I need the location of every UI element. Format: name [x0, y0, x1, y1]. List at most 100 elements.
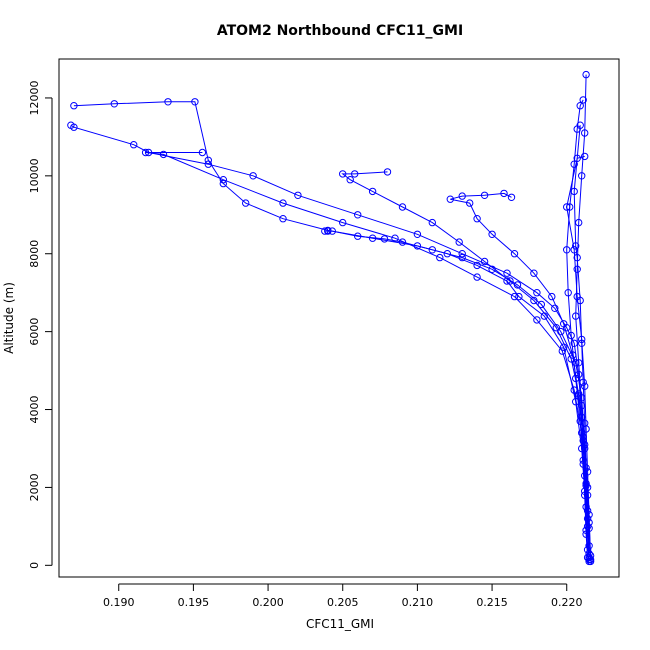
data-point: [582, 481, 590, 490]
data-point: [578, 172, 586, 180]
data-point: [570, 160, 578, 168]
data-point: [466, 199, 474, 207]
data-point: [576, 102, 584, 110]
data-point: [339, 218, 347, 227]
data-point: [294, 191, 302, 200]
data-point: [558, 347, 566, 355]
data-point: [579, 378, 587, 386]
data-point: [458, 253, 466, 262]
data-point: [368, 187, 377, 196]
data-point: [436, 253, 444, 262]
y-axis-label: Altitude (m): [2, 282, 16, 354]
data-point: [279, 199, 287, 207]
data-point: [576, 417, 584, 425]
data-point: [503, 269, 511, 277]
data-point: [581, 129, 589, 137]
series-line: [450, 192, 592, 560]
data-point: [141, 148, 150, 157]
data-point: [583, 546, 592, 554]
data-point: [488, 230, 496, 239]
plot-frame: [58, 58, 620, 578]
y-tick-label: 8000: [28, 240, 41, 268]
x-axis-label: CFC11_GMI: [306, 617, 374, 631]
data-point: [570, 246, 578, 254]
data-point: [354, 211, 362, 219]
data-point: [507, 193, 516, 202]
data-point: [581, 152, 589, 161]
series-line: [324, 230, 592, 556]
data-point: [380, 235, 389, 243]
data-point: [346, 176, 354, 184]
data-point: [581, 382, 589, 390]
data-point: [575, 392, 583, 400]
data-point: [159, 150, 168, 159]
data-point: [488, 265, 496, 273]
data-point: [428, 246, 436, 254]
data-point: [110, 100, 119, 108]
data-point: [515, 292, 523, 301]
data-point: [585, 511, 593, 519]
x-axis: 0.190 0.195 0.200 0.205 0.210 0.215 0.220: [103, 583, 582, 609]
data-point: [510, 292, 519, 301]
data-point: [551, 304, 559, 312]
data-point: [557, 327, 565, 336]
data-point: [191, 98, 199, 106]
data-point: [500, 189, 508, 198]
data-point: [537, 300, 545, 309]
series-line: [566, 99, 589, 550]
data-point: [67, 121, 75, 129]
series-profile: [570, 121, 593, 562]
data-point: [513, 281, 522, 289]
data-point: [480, 257, 489, 266]
data-point: [70, 102, 78, 110]
series-profile: [339, 168, 593, 566]
data-point: [567, 355, 575, 363]
data-point: [458, 250, 466, 258]
series-profile: [70, 98, 593, 564]
data-point: [328, 227, 336, 235]
data-point: [585, 553, 593, 562]
series-line: [70, 124, 589, 558]
data-point: [548, 292, 556, 301]
x-tick-label: 0.210: [402, 596, 434, 609]
data-point: [583, 507, 592, 515]
data-point: [198, 148, 207, 157]
data-point: [249, 172, 257, 180]
data-point: [582, 70, 590, 79]
data-point: [583, 468, 592, 476]
x-tick-label: 0.200: [252, 596, 284, 609]
data-point: [572, 242, 580, 250]
data-point: [398, 203, 407, 211]
data-point: [473, 273, 481, 281]
data-point: [455, 238, 463, 246]
data-point: [204, 156, 213, 165]
series-profile: [141, 148, 593, 558]
x-tick-label: 0.205: [327, 596, 359, 609]
data-point: [530, 269, 538, 277]
data-point: [572, 374, 580, 383]
y-axis: 0 2000 4000 6000 8000 10000 12000: [28, 80, 53, 569]
series-layer: [67, 70, 595, 566]
data-point: [413, 242, 422, 250]
y-tick-label: 0: [28, 562, 41, 569]
data-point: [581, 419, 589, 427]
data-point: [564, 289, 572, 297]
data-point: [383, 168, 392, 176]
x-tick-label: 0.195: [178, 596, 210, 609]
y-tick-label: 12000: [28, 80, 41, 115]
data-point: [473, 261, 481, 270]
data-point: [576, 296, 584, 305]
data-point: [579, 96, 587, 104]
data-point: [573, 265, 581, 273]
data-point: [324, 227, 332, 235]
data-point: [563, 246, 571, 254]
x-tick-label: 0.215: [476, 596, 508, 609]
data-point: [391, 234, 399, 242]
data-point: [279, 215, 287, 223]
data-point: [480, 191, 489, 200]
data-point: [354, 232, 362, 240]
y-tick-label: 10000: [28, 158, 41, 193]
data-point: [582, 464, 590, 472]
data-point: [533, 316, 541, 324]
